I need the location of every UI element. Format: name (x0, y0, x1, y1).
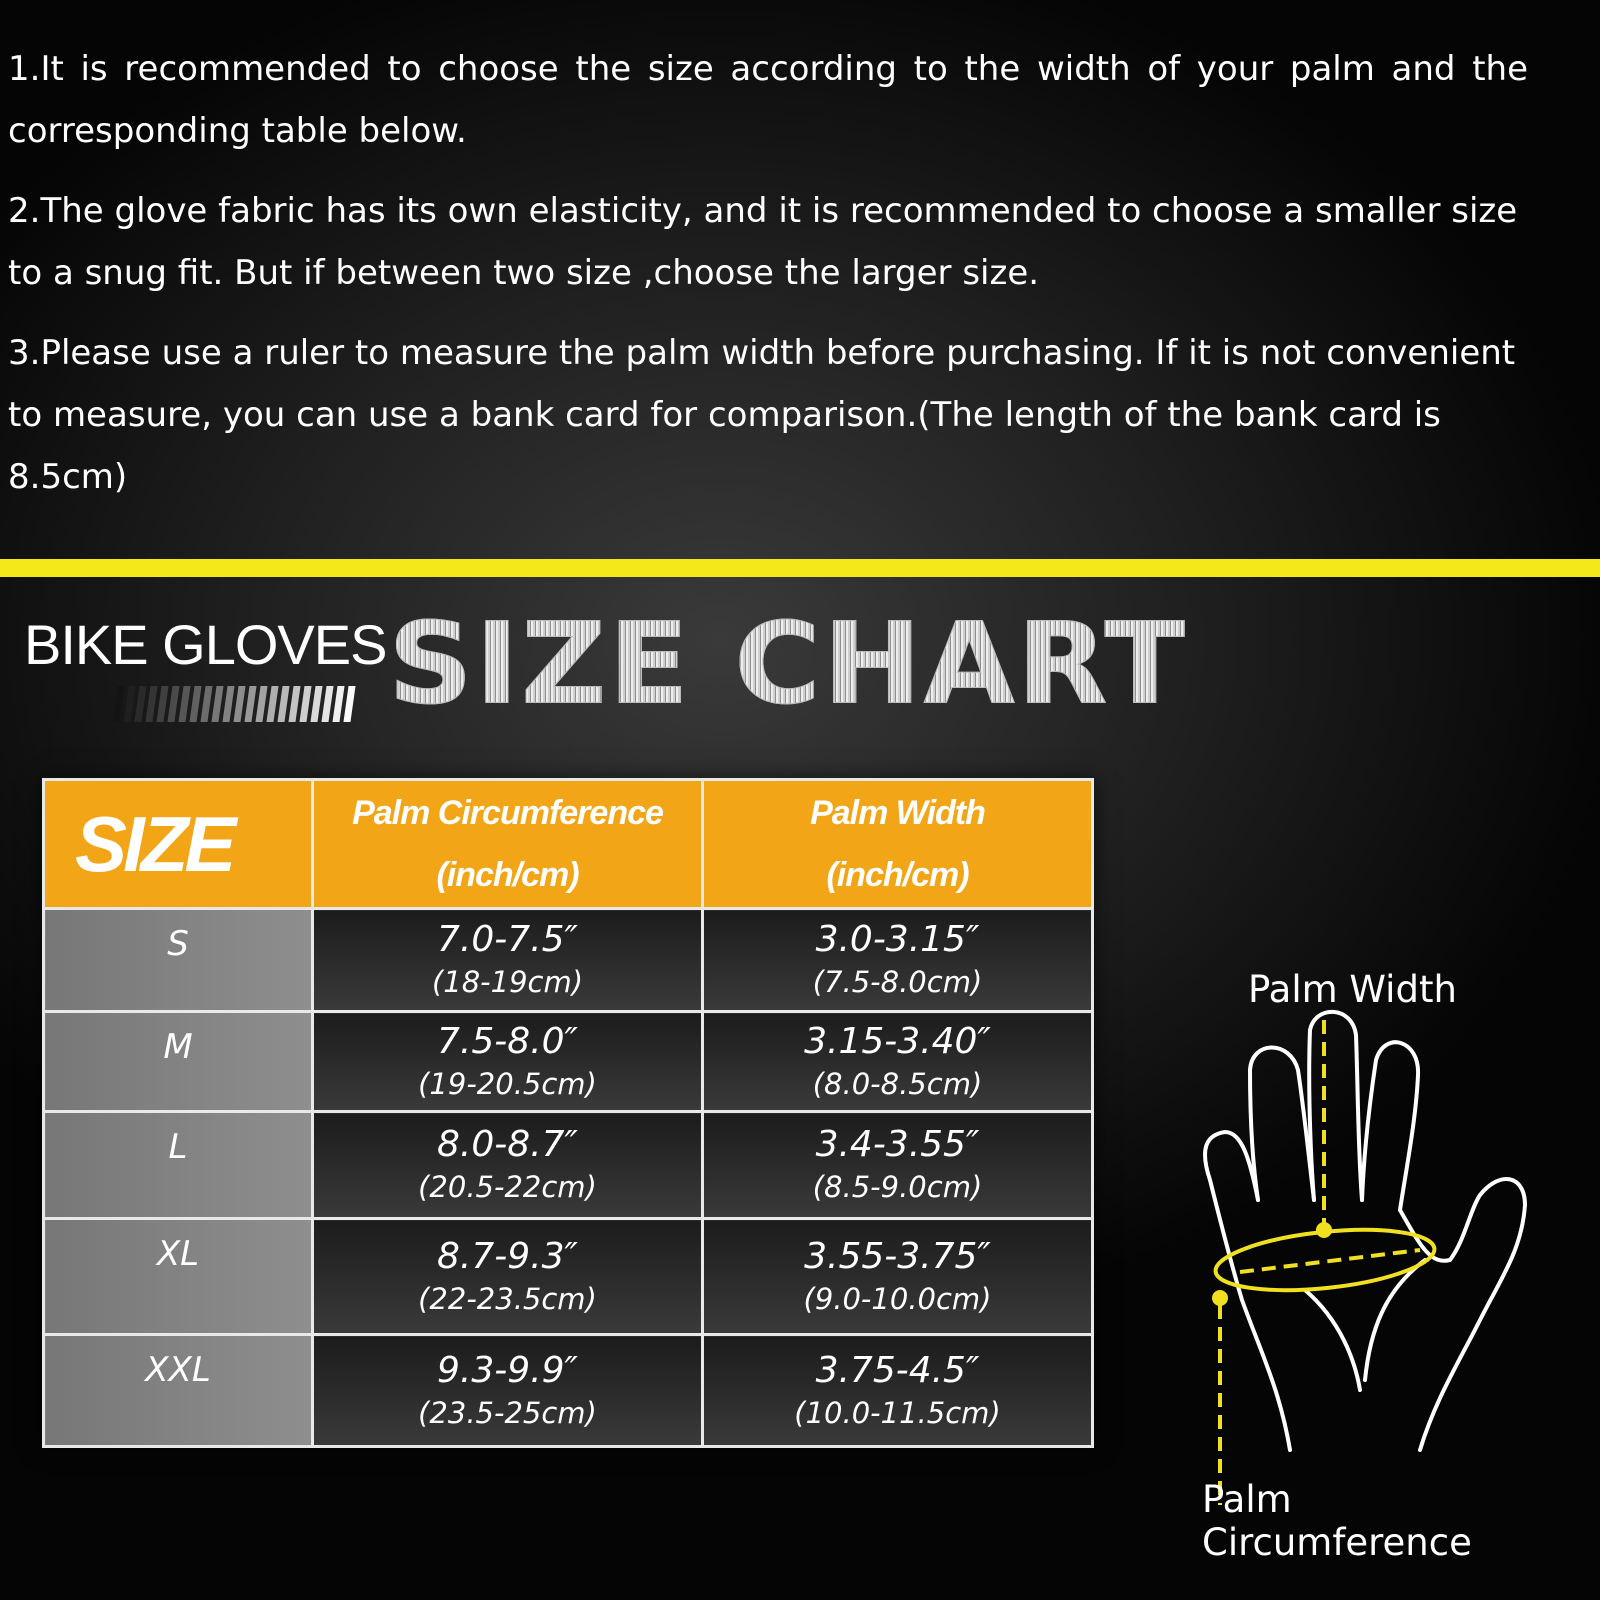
circumference-cell: 9.3-9.9″ (23.5-25cm) (311, 1333, 704, 1448)
note-1: 1.It is recommended to choose the size a… (8, 49, 1528, 151)
palm-width-label: Palm Width (1248, 968, 1457, 1011)
cm-value: (8.5-9.0cm) (812, 1170, 983, 1204)
header-label: Palm Width (810, 794, 986, 832)
circumference-cell: 8.7-9.3″ (22-23.5cm) (311, 1217, 704, 1336)
stripe (145, 686, 158, 722)
hand-measurement-icon (1203, 1009, 1528, 1505)
stripe (134, 686, 147, 722)
inch-value: 3.0-3.15″ (815, 919, 980, 960)
inch-value: 7.5-8.0″ (437, 1020, 578, 1062)
circumference-cell: 7.5-8.0″ (19-20.5cm) (311, 1010, 704, 1113)
table-header-row: SIZE Palm Circumference (inch/cm) Palm W… (42, 778, 1094, 910)
inch-value: 3.75-4.5″ (815, 1349, 980, 1391)
header-unit: (inch/cm) (436, 856, 579, 894)
cm-value: (22-23.5cm) (418, 1281, 597, 1316)
note-3: 3.Please use a ruler to measure the palm… (8, 333, 1516, 497)
stripe (310, 686, 323, 722)
header-circumference: Palm Circumference (inch/cm) (311, 778, 704, 910)
stripe (343, 686, 356, 722)
hand-diagram: Palm Width Palm Circumference (1180, 960, 1560, 1564)
size-cell: L (42, 1110, 314, 1220)
size-cell: S (42, 907, 314, 1013)
stripe (211, 686, 224, 722)
table-row: S 7.0-7.5″ (18-19cm) 3.0-3.15″ (7.5-8.0cm) (42, 907, 1094, 1013)
stripe (200, 686, 213, 722)
divider-bar (0, 559, 1600, 577)
cm-value: (19-20.5cm) (418, 1066, 597, 1101)
circumference-cell: 8.0-8.7″ (20.5-22cm) (311, 1110, 704, 1220)
inch-value: 7.0-7.5″ (437, 919, 578, 960)
palm-circumference-label: Palm Circumference (1202, 1478, 1472, 1564)
cm-value: (8.0-8.5cm) (812, 1066, 983, 1101)
stripe (266, 686, 279, 722)
stripe (167, 686, 180, 722)
inch-value: 3.4-3.55″ (815, 1124, 980, 1165)
inch-value: 8.0-8.7″ (437, 1124, 578, 1165)
width-cell: 3.0-3.15″ (7.5-8.0cm) (701, 907, 1094, 1013)
stripe (112, 686, 125, 722)
cm-value: (18-19cm) (431, 965, 584, 999)
width-cell: 3.75-4.5″ (10.0-11.5cm) (701, 1333, 1094, 1448)
stripe (288, 686, 301, 722)
width-cell: 3.15-3.40″ (8.0-8.5cm) (701, 1010, 1094, 1113)
width-cell: 3.4-3.55″ (8.5-9.0cm) (701, 1110, 1094, 1220)
inch-value: 3.15-3.40″ (804, 1020, 991, 1062)
stripe (255, 686, 268, 722)
cm-value: (9.0-10.0cm) (803, 1281, 992, 1316)
header-unit: (inch/cm) (826, 856, 969, 894)
header-size: SIZE (42, 778, 314, 910)
instructions: 1.It is recommended to choose the size a… (8, 38, 1528, 526)
table-row: M 7.5-8.0″ (19-20.5cm) 3.15-3.40″ (8.0-8.5cm… (42, 1010, 1094, 1113)
table-row: XL 8.7-9.3″ (22-23.5cm) 3.55-3.75″ (9.0-10.0… (42, 1217, 1094, 1336)
header-width: Palm Width (inch/cm) (701, 778, 1094, 910)
stripe (178, 686, 191, 722)
heading-prefix: BIKE GLOVES (24, 613, 387, 676)
stripe (156, 686, 169, 722)
table-row: L 8.0-8.7″ (20.5-22cm) 3.4-3.55″ (8.5-9.0cm) (42, 1110, 1094, 1220)
stripe (123, 686, 136, 722)
width-cell: 3.55-3.75″ (9.0-10.0cm) (701, 1217, 1094, 1336)
cm-value: (10.0-11.5cm) (794, 1395, 1001, 1430)
stripe (189, 686, 202, 722)
cm-value: (20.5-22cm) (418, 1170, 597, 1204)
header-label: Palm Circumference (352, 794, 664, 832)
inch-value: 9.3-9.9″ (437, 1349, 578, 1391)
stripe (222, 686, 235, 722)
stripe (277, 686, 290, 722)
stripe (299, 686, 312, 722)
stripe (233, 686, 246, 722)
inch-value: 3.55-3.75″ (804, 1235, 991, 1277)
circumference-cell: 7.0-7.5″ (18-19cm) (311, 907, 704, 1013)
stripe (332, 686, 345, 722)
stripe (321, 686, 334, 722)
stripe (244, 686, 257, 722)
size-cell: XXL (42, 1333, 314, 1448)
size-table: SIZE Palm Circumference (inch/cm) Palm W… (42, 778, 1094, 1448)
size-cell: M (42, 1010, 314, 1113)
note-2: 2.The glove fabric has its own elasticit… (8, 191, 1518, 293)
page-title: SIZE CHART (388, 598, 1187, 730)
cm-value: (7.5-8.0cm) (812, 965, 983, 999)
cm-value: (23.5-25cm) (418, 1395, 597, 1430)
inch-value: 8.7-9.3″ (437, 1235, 578, 1277)
table-row: XXL 9.3-9.9″ (23.5-25cm) 3.75-4.5″ (10.0-11.… (42, 1333, 1094, 1448)
decorative-stripes (112, 686, 356, 722)
size-cell: XL (42, 1217, 314, 1336)
